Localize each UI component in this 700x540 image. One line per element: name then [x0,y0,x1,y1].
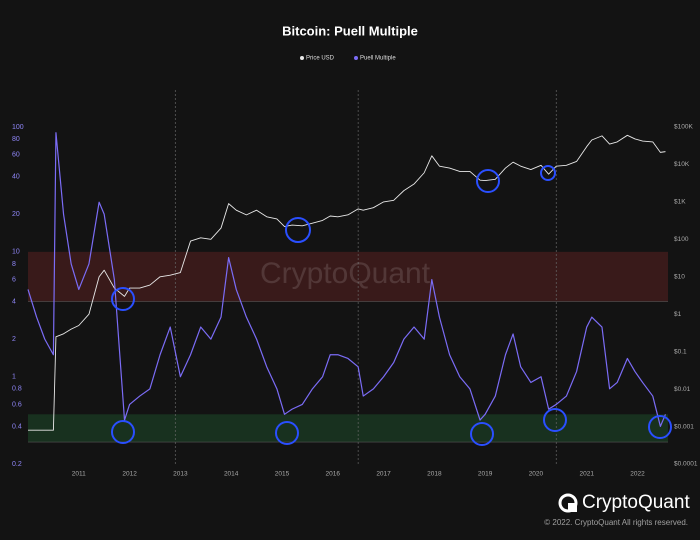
y2-tick-label: $100K [674,124,693,131]
y2-tick-label: $100 [674,236,689,243]
y-tick-label: 0.8 [12,386,22,393]
highlight-circle [111,420,135,444]
series-line [28,134,666,431]
x-tick-label: 2018 [427,471,442,478]
x-tick-label: 2011 [72,471,86,478]
y-tick-label: 10 [12,249,20,256]
series-line [27,132,667,428]
copyright: © 2022. CryptoQuant All rights reserved. [544,518,688,527]
y2-tick-label: $1K [674,199,686,206]
legend-marker [354,56,358,60]
x-tick-label: 2015 [275,471,290,478]
y-tick-label: 8 [12,261,16,268]
x-tick-label: 2021 [579,471,594,478]
x-tick-label: 2012 [122,471,137,478]
legend-label: Puell Multiple [360,56,396,62]
y-tick-label: 4 [12,298,16,305]
highlight-circle [648,415,672,439]
logo-icon [568,503,577,512]
highlight-circle [470,422,494,446]
y2-tick-label: $1 [674,311,682,318]
highlight-circle [540,165,556,181]
y-tick-label: 0.4 [12,423,22,430]
y2-tick-label: $0.001 [674,423,694,430]
x-tick-label: 2019 [478,471,493,478]
chart-title: Bitcoin: Puell Multiple [282,23,418,38]
watermark: CryptoQuant [260,257,431,290]
legend-label: Price USD [306,56,335,62]
x-tick-label: 2013 [173,471,188,478]
y-tick-label: 100 [12,124,24,131]
logo: CryptoQuant [558,492,690,513]
x-tick-label: 2017 [376,471,391,478]
y-tick-label: 60 [12,152,20,159]
y-tick-label: 40 [12,174,20,181]
x-tick-label: 2016 [326,471,341,478]
logo-text: CryptoQuant [582,492,690,513]
y-tick-label: 20 [12,211,20,218]
highlight-circle [111,287,135,311]
legend-marker [300,56,304,60]
highlight-circle [543,408,567,432]
x-tick-label: 2020 [529,471,544,478]
y-tick-label: 2 [12,336,16,343]
y2-tick-label: $0.1 [674,348,687,355]
y-tick-label: 0.6 [12,401,22,408]
y-tick-label: 1 [12,374,16,381]
y-tick-label: 0.2 [12,461,22,468]
highlight-circle [285,217,311,243]
x-tick-label: 2022 [630,471,645,478]
y2-tick-label: $10 [674,273,685,280]
y2-tick-label: $0.01 [674,386,691,393]
y2-tick-label: $10K [674,161,690,168]
highlight-circle [275,421,299,445]
y-tick-label: 80 [12,136,20,143]
highlight-circle [476,169,500,193]
highlight-circles [111,165,672,446]
y-tick-label: 6 [12,276,16,283]
y2-tick-label: $0.0001 [674,461,698,468]
x-tick-label: 2014 [224,471,239,478]
band [28,251,668,302]
